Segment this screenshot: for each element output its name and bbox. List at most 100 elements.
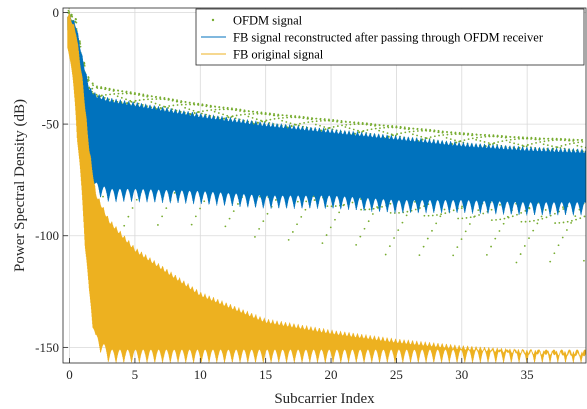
ofdm-point — [103, 96, 106, 99]
ofdm-point — [366, 123, 369, 126]
x-tick-label: 25 — [390, 367, 403, 382]
ofdm-point — [116, 95, 119, 98]
ofdm-point — [450, 133, 453, 136]
ofdm-point — [416, 134, 418, 137]
ofdm-point — [391, 125, 394, 127]
ofdm-point — [558, 221, 561, 224]
ofdm-point — [543, 140, 546, 143]
ofdm-point — [311, 120, 314, 123]
ofdm-point — [468, 223, 471, 225]
ofdm-point — [449, 138, 452, 141]
ofdm-point — [436, 214, 438, 216]
ofdm-point — [450, 131, 453, 134]
ofdm-point — [551, 139, 554, 142]
ofdm-point — [320, 130, 323, 132]
ofdm-point — [528, 220, 531, 223]
ofdm-point — [452, 209, 455, 212]
ofdm-point — [488, 135, 491, 138]
ofdm-point — [79, 43, 82, 45]
ofdm-point — [264, 120, 267, 123]
ofdm-point — [579, 217, 582, 220]
ofdm-point — [408, 127, 411, 130]
ofdm-point — [505, 136, 508, 139]
ofdm-point — [533, 219, 535, 222]
ofdm-point — [294, 116, 297, 119]
ofdm-point — [121, 90, 124, 92]
ofdm-point — [461, 217, 464, 220]
ofdm-point — [446, 131, 449, 133]
ofdm-point — [404, 127, 406, 130]
ofdm-point — [285, 114, 288, 117]
ofdm-point — [323, 126, 326, 128]
ofdm-point — [290, 125, 293, 128]
ofdm-point — [255, 118, 258, 121]
ofdm-point — [125, 92, 128, 95]
ofdm-point — [378, 129, 381, 132]
ofdm-point — [281, 119, 284, 122]
ofdm-point — [287, 239, 290, 241]
ofdm-point — [411, 133, 414, 136]
ofdm-point — [391, 126, 394, 129]
ofdm-point — [513, 136, 516, 138]
ofdm-point — [214, 105, 217, 108]
ofdm-point — [218, 108, 221, 111]
ofdm-point — [484, 135, 487, 138]
ofdm-point — [359, 235, 362, 238]
ofdm-point — [364, 208, 367, 211]
x-tick-label: 20 — [325, 367, 338, 382]
x-tick-label: 0 — [66, 367, 73, 382]
ofdm-point — [540, 215, 543, 218]
ofdm-point — [273, 114, 276, 117]
ofdm-point — [568, 142, 571, 145]
ofdm-point — [471, 134, 474, 136]
ofdm-point — [556, 139, 558, 141]
ofdm-point — [336, 125, 339, 127]
ofdm-point — [260, 111, 263, 114]
x-tick-label: 35 — [521, 367, 534, 382]
ofdm-point — [349, 121, 352, 123]
ofdm-point — [146, 95, 149, 97]
ofdm-point — [188, 101, 191, 104]
ofdm-point — [329, 226, 332, 229]
ofdm-point — [530, 142, 533, 145]
ofdm-point — [235, 108, 238, 111]
ofdm-point — [439, 215, 442, 218]
ofdm-point — [261, 120, 264, 123]
series-2 — [67, 12, 586, 363]
ofdm-point — [164, 106, 167, 108]
ofdm-point — [154, 102, 157, 105]
ofdm-point — [273, 117, 276, 120]
ofdm-point — [420, 135, 423, 138]
ofdm-point — [374, 124, 377, 127]
ofdm-point — [223, 117, 226, 120]
series-1 — [67, 12, 586, 216]
ofdm-point — [96, 85, 98, 88]
ofdm-point — [425, 129, 428, 132]
ofdm-point — [425, 128, 427, 131]
ofdm-point — [517, 143, 520, 146]
legend-box — [195, 8, 585, 66]
ofdm-point — [464, 230, 467, 233]
ofdm-point — [101, 94, 103, 97]
ofdm-point — [95, 93, 98, 96]
ofdm-point — [539, 138, 541, 140]
ofdm-point — [429, 129, 432, 132]
ofdm-point — [488, 134, 491, 136]
ofdm-point — [387, 135, 390, 138]
ofdm-point — [393, 237, 395, 239]
ofdm-point — [560, 138, 563, 141]
ofdm-point — [562, 208, 565, 210]
legend-label: OFDM signal — [233, 14, 303, 28]
ofdm-point — [534, 137, 537, 139]
ofdm-point — [544, 209, 547, 211]
ofdm-point — [485, 253, 488, 256]
ofdm-point — [534, 138, 537, 141]
ofdm-point — [83, 65, 86, 67]
ofdm-point — [200, 112, 203, 115]
ofdm-point — [527, 143, 529, 146]
ofdm-point — [370, 123, 373, 126]
legend: OFDM signal FB signal reconstructed after… — [195, 8, 585, 66]
ofdm-point — [460, 238, 463, 241]
ofdm-point — [131, 207, 134, 209]
